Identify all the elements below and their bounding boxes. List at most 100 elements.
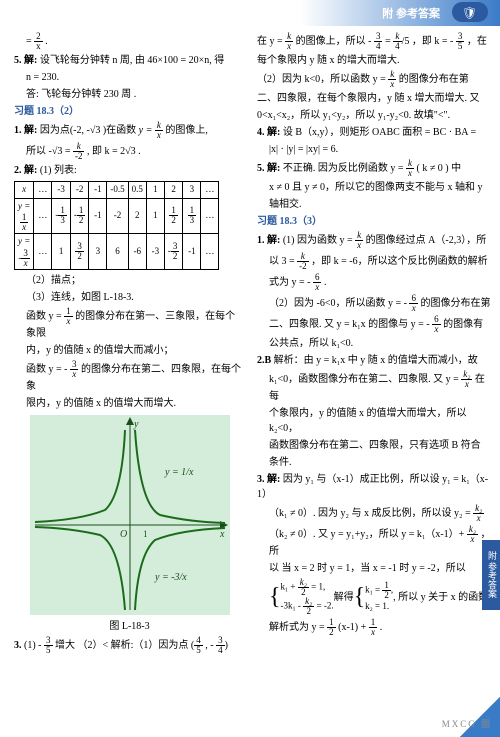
cell: 32 xyxy=(70,234,89,270)
fd: x xyxy=(313,283,322,292)
text: ，在 xyxy=(467,36,487,47)
r-p2d: 个象限内，y 的值随 x 的值增大而增大，所以 k₂<0， xyxy=(257,406,492,436)
cell: -1 xyxy=(183,234,201,270)
frac-den: x xyxy=(34,42,43,51)
text: 在 y = xyxy=(257,36,283,47)
fd: x xyxy=(355,241,363,250)
text: , 所以 y 关于 x 的函数 xyxy=(393,590,488,605)
text: (1) - xyxy=(24,639,42,650)
fd: 4 xyxy=(374,42,383,51)
text: y = xyxy=(18,201,30,211)
r-p2: 2.B 解析：由 y = k₁x 中 y 随 x 的值增大而减小，故 xyxy=(257,353,492,368)
text: . xyxy=(324,277,327,288)
svg-text:y = 1/x: y = 1/x xyxy=(164,467,194,478)
svg-text:x: x xyxy=(219,529,225,540)
problem-5: 5. 解: 设飞轮每分钟转 n 周, 由 46×100 = 20×n, 得 xyxy=(14,53,245,68)
fd: x xyxy=(406,169,414,178)
text: 设 B（x,y），则矩形 OABC 面积 = BC · BA = xyxy=(283,127,476,138)
text: -3k₁ - xyxy=(281,601,301,611)
label: 1. 解: xyxy=(14,125,37,136)
fd: x xyxy=(369,628,378,637)
cell: … xyxy=(34,198,52,234)
fd: 2 xyxy=(169,216,178,225)
text: k₁ + xyxy=(281,582,296,592)
text: = 1, xyxy=(311,582,325,592)
text: . xyxy=(45,36,48,47)
r-p2f: 条件. xyxy=(257,455,492,470)
r-l5: 0<x₁<x₂，所以 y₁<y₂，所以 y₁-y₂<0. 故填"<". xyxy=(257,108,492,123)
graph-caption: 图 L-18-3 xyxy=(14,619,245,634)
text: 的图像经过点 A（-2,3），所 xyxy=(366,235,487,246)
cell: 2 xyxy=(164,182,183,199)
sidebar-tab: 附 参考答案 xyxy=(482,540,500,610)
watermark: MXCG 圈 xyxy=(442,718,492,732)
text: 以 3 = xyxy=(269,256,295,267)
cell: -3 xyxy=(52,182,71,199)
text: 不正确. 因为反比例函数 y = xyxy=(283,163,404,174)
p2d2: 内，y 的值随 x 的值增大而减小； xyxy=(14,343,245,358)
fd: x xyxy=(409,304,418,313)
cell: … xyxy=(201,198,219,234)
cell: 1 xyxy=(146,182,164,199)
cell: … xyxy=(34,234,52,270)
fn: 3 xyxy=(21,249,30,259)
text: 设飞轮每分钟转 n 周, 由 46×100 = 20×n, 得 xyxy=(40,55,224,66)
text: 增大 （2）< 解析:（1）因为点 xyxy=(55,639,188,650)
table-row: y =1x … -13 -12 -1 -2 2 1 12 13 … xyxy=(15,198,219,234)
problem-3: 3. (1) - 35 增大 （2）< 解析:（1）因为点 (45 , - 34… xyxy=(14,636,245,655)
r-p3b: （k₁ ≠ 0）. 因为 y₂ 与 x 成反比例，所以设 y₂ = k₂x xyxy=(257,504,492,523)
page-header: 附 参考答案 xyxy=(0,0,500,26)
text: ，即 k = - xyxy=(412,36,453,47)
exercise-header: 习题 18.3（2） xyxy=(14,104,245,119)
cell: -2 xyxy=(70,182,89,199)
r-l4: 二、四象限，在每个象限内，y 随 x 增大而增大. 又 xyxy=(257,91,492,106)
cell: 2 xyxy=(128,198,146,234)
left-column: = 2x . 5. 解: 设飞轮每分钟转 n 周, 由 46×100 = 20×… xyxy=(14,30,253,702)
cell: x xyxy=(15,182,34,199)
text: 二、四象限. 又 y = k₁x 的图像与 y = - xyxy=(269,319,430,330)
problem-2: 2. 解: (1) 列表: xyxy=(14,163,245,178)
cell: 1 xyxy=(146,198,164,234)
data-table: x … -3 -2 -1 -0.5 0.5 1 2 3 … y =1x … -1… xyxy=(14,181,219,270)
label: 2.B xyxy=(257,355,271,366)
text: 的图像上, xyxy=(165,125,208,136)
p2c: （3）连线，如图 L-18-3. xyxy=(14,290,245,305)
frac-den: x xyxy=(155,131,163,140)
p2d3: 函数 y = - 3x 的图像分布在第二、四象限，在每个象 xyxy=(14,360,245,394)
fn: 3 xyxy=(70,360,79,370)
text: 函数 y = xyxy=(26,310,62,321)
p2d4: 限内，y 的值随 x 的值增大而增大. xyxy=(14,396,245,411)
text: = xyxy=(26,36,32,47)
text: 因为点(-2, -√3 )在函数 xyxy=(40,125,136,136)
fd: 2 xyxy=(77,216,86,225)
fd: 2 xyxy=(327,628,336,637)
r-l1: 在 y = kx 的图像上，所以 - 34 = k4/5 ，即 k = - 35… xyxy=(257,32,492,51)
cell: -1 xyxy=(89,182,107,199)
r-p5c: x ≠ 0 且 y ≠ 0，所以它的图像两支不能与 x 轴和 y xyxy=(257,180,492,195)
p5-ans: 答: 飞轮每分钟转 230 周 . xyxy=(14,87,245,102)
r-p5: 5. 解: 不正确. 因为反比例函数 y = kx ( k ≠ 0 ) 中 xyxy=(257,159,492,178)
p1-eq: 所以 -√3 = k-2 , 即 k = 2√3 . xyxy=(14,142,245,161)
cell: 3 xyxy=(183,182,201,199)
r-p2b: k₁<0，函数图像分布在第二、四象限. 又 y = k₂x 在每 xyxy=(257,370,492,404)
fd: x xyxy=(64,317,73,326)
fn: 3 xyxy=(44,636,53,646)
fn: 4 xyxy=(194,636,203,646)
text: （2）因为 k<0，所以函数 y = xyxy=(257,74,386,85)
text: = xyxy=(385,36,391,47)
text: (x-1) + xyxy=(338,622,366,633)
cell: 12 xyxy=(164,198,183,234)
eq-continuation: = 2x . xyxy=(14,32,245,51)
svg-text:y = -3/x: y = -3/x xyxy=(154,572,187,583)
r-p2e: 函数图像分布在第二、四象限，只有选项 B 符合 xyxy=(257,438,492,453)
fd: x xyxy=(467,535,478,544)
problem-1: 1. 解: 因为点(-2, -√3 )在函数 y = kx 的图像上, xyxy=(14,121,245,140)
r-p3e: 以 当 x = 2 时 y = 1，当 x = -1 时 y = -2，所以 xyxy=(257,561,492,576)
fd: 2 xyxy=(382,591,391,600)
exercise-header: 习题 18.3（3） xyxy=(257,214,492,229)
fd: 4 xyxy=(216,646,225,655)
cell: -3 xyxy=(146,234,164,270)
cell: -0.5 xyxy=(107,182,128,199)
text: 的图像有 xyxy=(443,319,483,330)
r-p1e: 式为 y = - 6x . xyxy=(257,273,492,292)
